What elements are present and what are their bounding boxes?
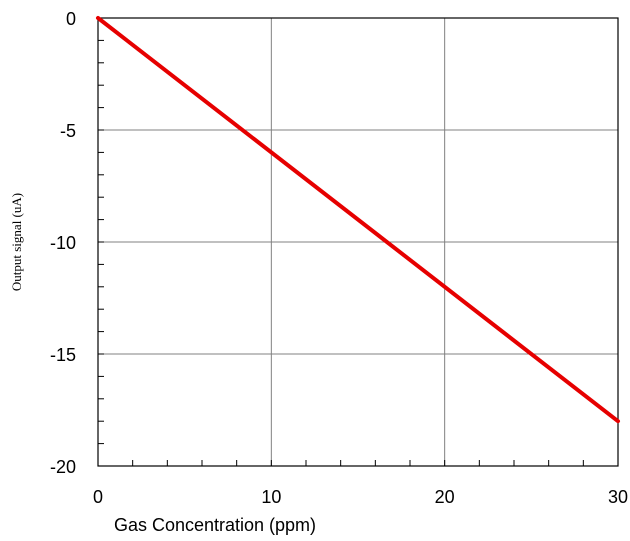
x-tick-label: 30 [608, 487, 628, 507]
x-axis-label: Gas Concentration (ppm) [114, 515, 316, 535]
x-tick-labels: 0 10 20 30 [93, 487, 628, 507]
y-axis-label: Output signal (uA) [9, 193, 24, 291]
x-tick-label: 0 [93, 487, 103, 507]
grid-lines [98, 18, 618, 466]
y-tick-label: -20 [50, 457, 76, 477]
plot-area-frame [97, 17, 619, 467]
y-tick-label: 0 [66, 9, 76, 29]
y-tick-label: -10 [50, 233, 76, 253]
x-tick-label: 20 [435, 487, 455, 507]
series-layer [96, 16, 620, 424]
x-tick-label: 10 [261, 487, 281, 507]
y-tick-label: -5 [60, 121, 76, 141]
y-tick-label: -15 [50, 345, 76, 365]
series-line [96, 16, 620, 424]
y-tick-labels: 0 -5 -10 -15 -20 [50, 9, 76, 477]
